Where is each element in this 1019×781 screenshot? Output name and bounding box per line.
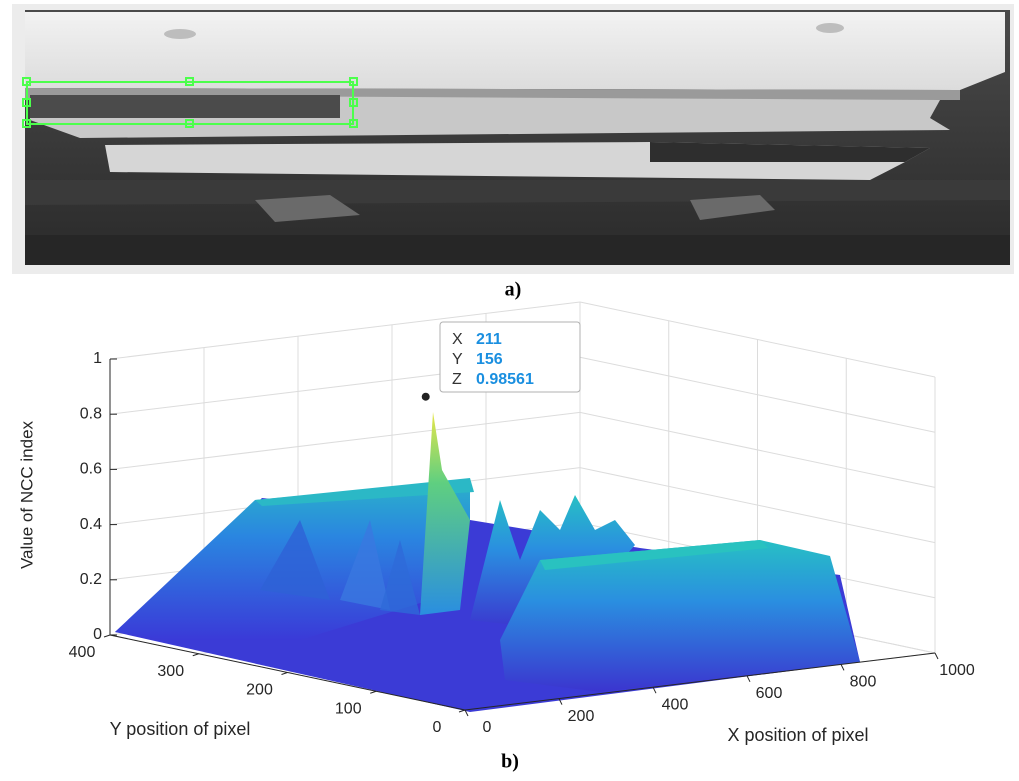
y-tick-label: 300 <box>157 663 184 680</box>
datatip-key: X <box>452 331 463 348</box>
z-tick-label: 1 <box>93 350 102 367</box>
datatip-key: Y <box>452 351 463 368</box>
datatip-key: Z <box>452 371 462 388</box>
surface <box>115 412 860 712</box>
tick-mark <box>747 676 750 682</box>
z-tick-label: 0.4 <box>80 516 102 533</box>
figure: a) b) 0 0.2 0.4 0.6 0.8 1 0 200 400 600 800 1000 0 10… <box>0 0 1019 776</box>
y-tick-label: 400 <box>69 644 96 661</box>
y-tick-label: 0 <box>433 719 442 736</box>
y-axis-label: Y position of pixel <box>110 719 251 739</box>
z-tick-label: 0.6 <box>80 461 102 478</box>
panel-label: a) <box>505 279 522 301</box>
x-tick-label: 800 <box>850 674 877 691</box>
z-tick-label: 0 <box>93 626 102 643</box>
datatip-value: 211 <box>476 331 502 348</box>
panel-label: b) <box>501 751 519 773</box>
z-tick-label: 0.2 <box>80 571 102 588</box>
photo <box>12 4 1014 274</box>
x-tick-label: 200 <box>568 708 595 725</box>
datatip-value: 0.98561 <box>476 371 534 388</box>
datatip-marker <box>422 393 430 401</box>
z-axis-label: Value of NCC index <box>17 420 36 569</box>
y-tick-label: 200 <box>246 682 273 699</box>
x-tick-label: 600 <box>756 685 783 702</box>
grid-line <box>110 412 580 469</box>
y-tick-label: 100 <box>335 700 362 717</box>
datatip-value: 156 <box>476 351 503 368</box>
tick-mark <box>935 653 938 659</box>
tick-mark <box>841 664 844 670</box>
x-tick-label: 1000 <box>939 662 975 679</box>
x-tick-label: 0 <box>483 719 492 736</box>
z-tick-label: 0.8 <box>80 405 102 422</box>
x-axis-label: X position of pixel <box>727 725 868 745</box>
tick-mark <box>104 635 110 637</box>
x-tick-label: 400 <box>662 696 689 713</box>
datatip: X 211 Y 156 Z 0.98561 <box>422 322 580 401</box>
